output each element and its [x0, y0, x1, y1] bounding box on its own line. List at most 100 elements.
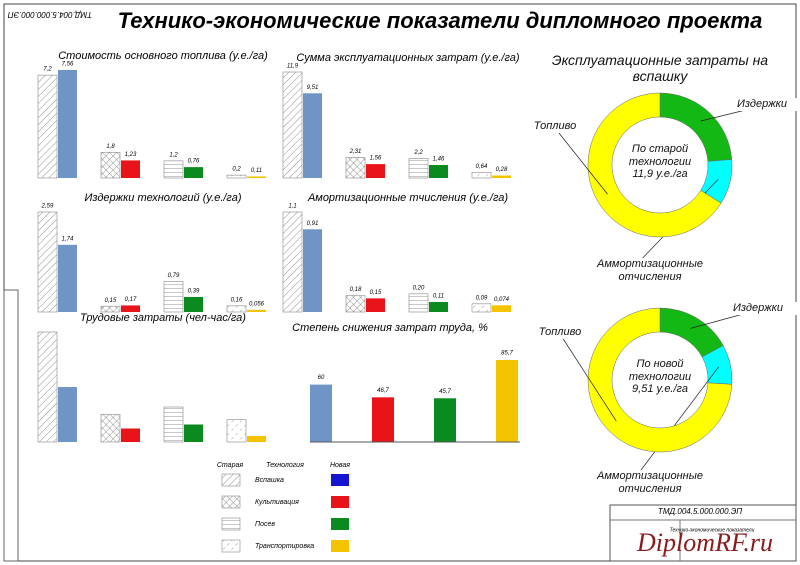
bar	[408, 158, 429, 179]
leader-line	[554, 127, 608, 195]
value-label: 0,20	[413, 285, 425, 291]
legend-label: Посев	[255, 521, 275, 528]
donut-segment	[587, 307, 733, 453]
segment-label: Издержки	[722, 98, 800, 111]
bar	[247, 309, 266, 312]
bar	[100, 305, 121, 313]
chart-title: Сумма эксплуатационных затрат (у.е./га)	[296, 52, 519, 64]
value-label: 7,56	[62, 62, 74, 68]
bar	[345, 295, 366, 313]
bar	[434, 398, 456, 442]
value-label: 60	[318, 375, 325, 381]
value-label: 2,59	[41, 204, 54, 210]
value-label: 2,31	[349, 149, 362, 155]
value-label: 1,56	[370, 156, 382, 162]
legend-swatch-old	[221, 473, 241, 487]
segment-label: Аммортизационные отчисления	[595, 470, 705, 496]
value-label: 0,056	[249, 301, 265, 307]
value-label: 0,074	[494, 297, 510, 303]
legend-header: Старая	[217, 462, 243, 469]
value-label: 0,15	[105, 298, 117, 304]
watermark: DiplomRF.ru	[636, 528, 773, 557]
legend-label: Культивация	[255, 499, 299, 506]
segment-label: Издержки	[718, 302, 798, 315]
value-label: 0,91	[307, 221, 319, 227]
value-label: 0,64	[476, 164, 488, 170]
bar	[429, 164, 448, 178]
bar	[37, 211, 58, 313]
bar	[37, 74, 58, 179]
value-label: 46,7	[377, 388, 389, 394]
bar	[408, 293, 429, 313]
value-label: 0,09	[476, 295, 488, 301]
bar	[492, 305, 511, 312]
segment-label: Топливо	[515, 120, 595, 133]
segment-label: Аммортизационные отчисления	[595, 258, 705, 284]
legend-swatch-new	[331, 496, 349, 508]
legend-swatch-old	[221, 495, 241, 509]
frame	[3, 3, 797, 562]
legend-swatch-new	[331, 518, 349, 530]
side-strip	[3, 289, 19, 562]
legend-swatch-new	[331, 540, 349, 552]
bar	[121, 305, 140, 312]
bar	[163, 406, 184, 443]
bar	[310, 384, 332, 442]
bar	[184, 424, 203, 442]
bar	[58, 70, 77, 178]
donut-segment	[659, 307, 724, 358]
value-label: 0,76	[188, 159, 200, 165]
legend-label: Транспортировка	[255, 543, 314, 550]
leader-line	[559, 333, 617, 422]
bar	[372, 397, 394, 442]
bar	[471, 171, 492, 179]
bar	[163, 281, 184, 313]
value-label: 0,15	[370, 290, 382, 296]
value-label: 1,2	[169, 152, 178, 158]
pie-title: Эксплуатационные затраты на вспашку	[551, 52, 769, 85]
bar	[58, 387, 77, 442]
bar	[100, 414, 121, 443]
bar	[345, 157, 366, 179]
chart-title: Степень снижения затрат труда, %	[292, 322, 488, 334]
stamp-box	[609, 504, 797, 562]
value-label: 45,7	[439, 389, 451, 395]
bar	[226, 305, 247, 313]
legend-header: Новая	[330, 462, 350, 469]
donut-segment	[587, 92, 722, 238]
bar	[163, 160, 184, 179]
legend-header: Технология	[266, 462, 304, 469]
value-label: 0,39	[188, 289, 200, 295]
bar	[226, 174, 247, 179]
value-label: 0,28	[496, 167, 508, 173]
legend-swatch-old	[221, 517, 241, 531]
bar	[247, 436, 266, 442]
bar	[37, 331, 58, 443]
segment-label: Топливо	[520, 326, 600, 339]
bar	[58, 244, 77, 312]
value-label: 1,46	[433, 157, 445, 163]
corner-code: ТМД.004.5.000.000.ЭП	[8, 10, 92, 19]
bar	[303, 229, 322, 312]
value-label: 0,16	[231, 297, 243, 303]
bar	[496, 360, 518, 442]
bar	[429, 302, 448, 312]
bar	[247, 176, 266, 178]
stamp-code: ТМД.004.5.000.000.ЭП	[658, 507, 742, 516]
bar	[184, 296, 203, 312]
chart-title: Стоимость основного топлива (у.е./га)	[58, 50, 268, 62]
bar	[121, 428, 140, 442]
value-label: 1,8	[106, 144, 115, 150]
value-label: 1,23	[125, 152, 137, 158]
bar	[184, 167, 203, 178]
value-label: 0,79	[168, 273, 180, 279]
chart-title: Издержки технологий (у.е./га)	[84, 192, 241, 204]
value-label: 0,18	[350, 287, 362, 293]
value-label: 1,1	[288, 204, 296, 210]
bar	[492, 175, 511, 178]
value-label: 0,2	[232, 167, 241, 173]
value-label: 1,74	[62, 236, 74, 242]
chart-title: Трудовые затраты (чел-час/га)	[80, 312, 246, 324]
